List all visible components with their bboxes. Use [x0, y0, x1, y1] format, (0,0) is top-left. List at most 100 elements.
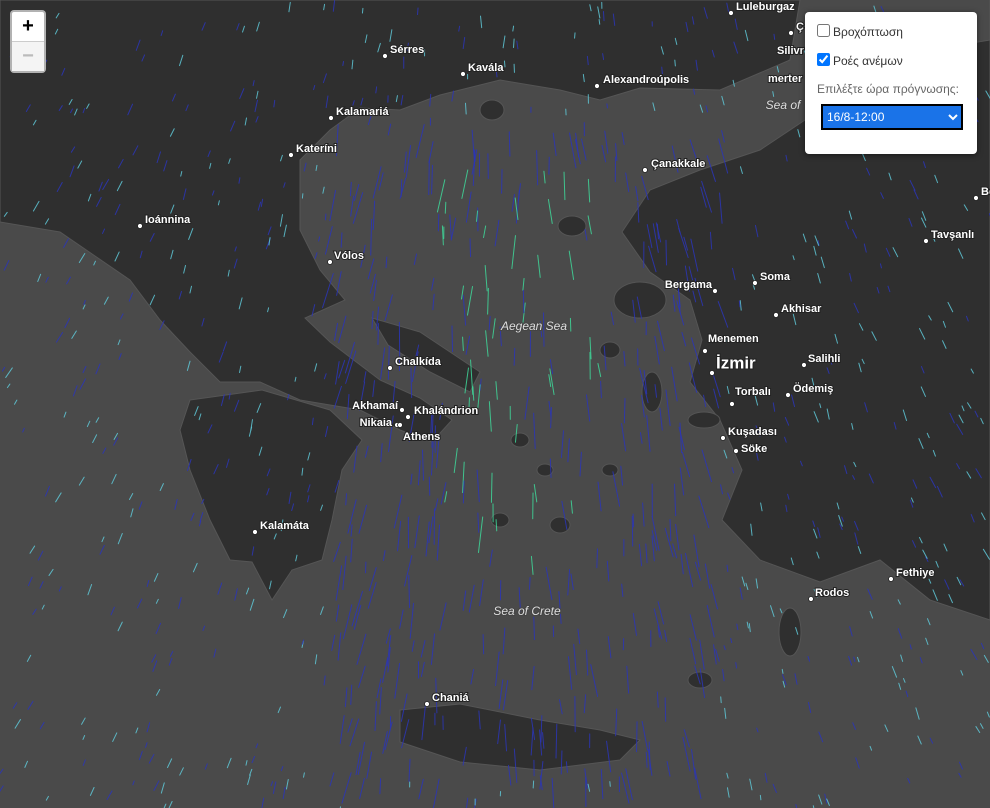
place-label: Athens [403, 431, 440, 443]
wind-streak [550, 406, 552, 429]
wind-streak [884, 724, 889, 732]
wind-streak [721, 95, 725, 106]
wind-streak [320, 504, 323, 511]
wind-streak [303, 162, 307, 172]
place-dot [728, 10, 734, 16]
wind-streak [78, 253, 86, 263]
wind-streak [490, 472, 493, 503]
wind-streak [217, 582, 223, 595]
wind-streak [399, 177, 407, 199]
wind-streak [93, 260, 96, 266]
wind-streak [567, 568, 571, 596]
wind-streak [664, 697, 667, 722]
wind-streak [360, 244, 366, 268]
wind-streak [514, 197, 519, 221]
wind-streak [674, 483, 677, 517]
land-layer [0, 0, 990, 771]
wind-streak [211, 190, 215, 196]
wind-streak [189, 285, 193, 294]
wind-streak [385, 628, 391, 644]
wind-streak [703, 7, 708, 19]
wind-streak [539, 775, 543, 791]
place-dot [382, 53, 388, 59]
place-label: Ödemiş [793, 382, 833, 395]
wind-streak [718, 138, 729, 174]
wind-streak [83, 299, 86, 305]
wind-streak [731, 467, 735, 474]
wind-streak [986, 711, 990, 718]
wind-streak [844, 465, 848, 475]
zoom-in-button[interactable]: + [22, 15, 34, 37]
wind-streak [249, 768, 253, 776]
wind-streak [106, 790, 113, 800]
wind-streak [283, 182, 286, 188]
wind-streak [583, 694, 587, 714]
layer-checkbox[interactable] [817, 53, 830, 66]
wind-streak [24, 760, 28, 768]
wind-streak [254, 99, 259, 113]
wind-streak [958, 772, 962, 778]
wind-streak [689, 614, 697, 641]
wind-streak [55, 12, 60, 19]
wind-streak [332, 0, 336, 12]
wind-streak [376, 678, 382, 699]
wind-streak [929, 476, 937, 489]
place-label: İzmir [716, 353, 756, 372]
wind-streak [495, 519, 498, 532]
wind-streak [589, 4, 592, 12]
land [536, 463, 554, 477]
wind-streak [754, 395, 759, 406]
wind-streak [367, 581, 377, 609]
wind-streak [169, 650, 174, 657]
wind-streak [450, 217, 457, 241]
wind-streak [691, 16, 695, 25]
wind-streak [403, 555, 413, 587]
wind-streak [194, 406, 199, 416]
wind-streak [238, 177, 241, 184]
wind-streak [66, 276, 71, 285]
wind-streak [238, 297, 243, 310]
zoom-out-button[interactable]: − [12, 41, 44, 71]
wind-streak [818, 794, 823, 805]
wind-streak [227, 269, 230, 277]
wind-streak [322, 73, 327, 84]
wind-streak [236, 23, 240, 31]
wind-streak [68, 98, 73, 105]
wind-streak [746, 621, 749, 629]
wind-streak [98, 181, 103, 192]
wind-streak [657, 601, 665, 625]
wind-streak [524, 386, 530, 420]
wind-streak [45, 795, 49, 801]
wind-streak [336, 271, 342, 296]
forecast-select[interactable]: 16/8-12:00 [821, 104, 963, 130]
wind-streak [155, 598, 159, 604]
layer-option[interactable]: Ροές ανέμων [817, 53, 971, 68]
wind-streak [77, 160, 83, 169]
wind-streak [792, 313, 797, 326]
wind-streak [417, 460, 421, 486]
wind-streak [879, 263, 882, 269]
wind-streak [600, 769, 604, 800]
wind-streak [807, 656, 811, 662]
wind-streak [848, 210, 853, 220]
layer-checkbox[interactable] [817, 24, 830, 37]
wind-streak [14, 719, 21, 729]
wind-streak [502, 680, 509, 711]
wind-streak [601, 145, 607, 163]
wind-streak [845, 220, 850, 230]
wind-streak [382, 657, 389, 683]
wind-streak [723, 645, 726, 651]
wind-streak [922, 549, 928, 559]
layer-option[interactable]: Βροχόπτωση [817, 24, 971, 39]
wind-streak [138, 501, 143, 510]
land [599, 341, 621, 359]
wind-streak [340, 232, 343, 248]
wind-streak [282, 786, 286, 800]
place-dot [399, 407, 405, 413]
wind-streak [99, 544, 105, 555]
wind-streak [555, 723, 558, 759]
wind-streak [795, 804, 798, 808]
place-label: Khalándrion [414, 405, 478, 417]
place-dot [328, 115, 334, 121]
wind-streak [797, 129, 801, 138]
